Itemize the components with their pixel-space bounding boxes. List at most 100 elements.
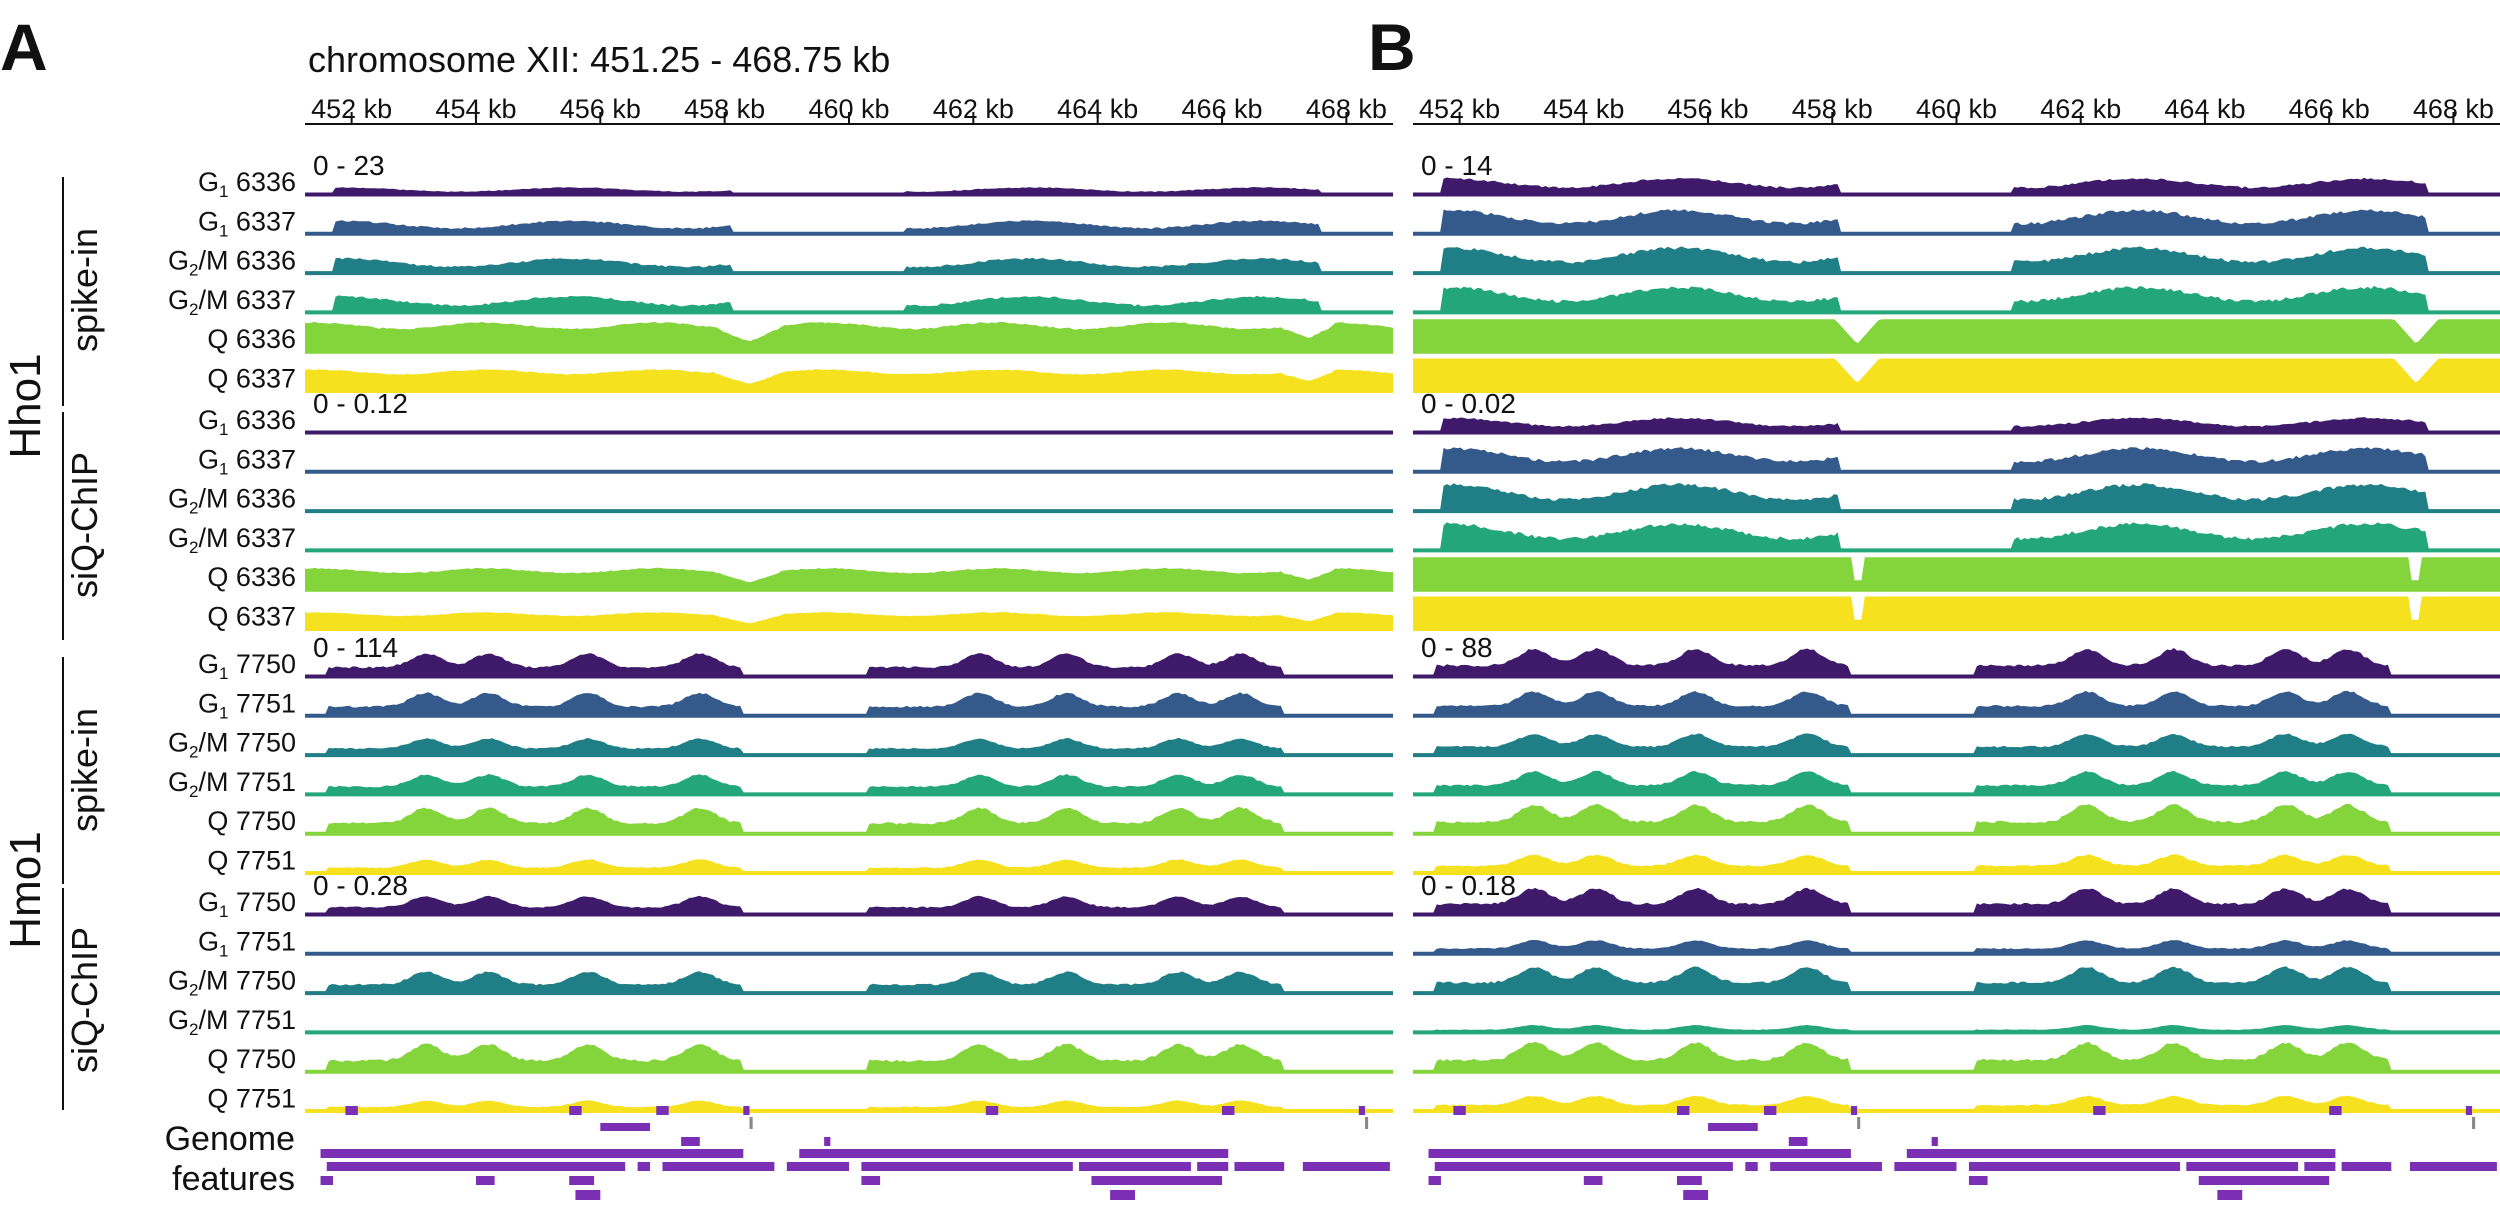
- genome-feature: [1110, 1190, 1135, 1200]
- method-label-spike-in: spike-in: [64, 708, 105, 832]
- track-label: Q 7751: [207, 846, 296, 876]
- genome-feature: [1708, 1123, 1758, 1131]
- genome-feature: [1931, 1137, 1938, 1146]
- genome-feature: [345, 1106, 358, 1115]
- x-tick-label: 458 kb: [684, 94, 765, 124]
- coverage-track-g1-6337: [1413, 209, 2500, 235]
- track-label: G2/M 6336: [168, 246, 296, 280]
- coverage-track-g2-m-7751: [1413, 1024, 2500, 1033]
- track-range-label: 0 - 23: [313, 150, 385, 181]
- genome-feature: [861, 1162, 1073, 1171]
- track-label: G2/M 6336: [168, 484, 296, 518]
- track-label: G1 6337: [198, 206, 296, 240]
- coverage-track-g1-6336: [1413, 177, 2500, 195]
- genome-features-label-line1: Genome: [165, 1120, 295, 1158]
- coverage-track-q-6337: [1413, 596, 2500, 630]
- genome-feature: [1453, 1106, 1466, 1115]
- track-label: G1 6336: [198, 405, 296, 439]
- track-label: Q 7750: [207, 806, 296, 836]
- coverage-track-g2-m-6336: [305, 257, 1393, 274]
- track-range-label: 0 - 0.02: [1421, 388, 1516, 419]
- track-range-label: 0 - 0.28: [313, 870, 408, 901]
- track-label: Q 6337: [207, 364, 296, 394]
- x-tick-label: 466 kb: [1181, 94, 1262, 124]
- x-tick-label: 458 kb: [1792, 94, 1873, 124]
- coverage-track-q-7750: [305, 1043, 1393, 1073]
- x-tick-label: 456 kb: [1668, 94, 1749, 124]
- genome-feature: [2409, 1162, 2497, 1171]
- genome-feature: [1968, 1176, 1988, 1185]
- genome-feature: [1857, 1117, 1861, 1129]
- track-label: Q 6337: [207, 602, 296, 632]
- genome-feature: [1079, 1162, 1191, 1171]
- coverage-track-g1-7750: [1413, 887, 2500, 915]
- genome-feature: [326, 1162, 626, 1171]
- track-range-label: 0 - 0.18: [1421, 870, 1516, 901]
- genome-feature: [1968, 1162, 2181, 1171]
- region-title: chromosome XII: 451.25 - 468.75 kb: [308, 39, 890, 80]
- genome-feature: [1745, 1162, 1758, 1171]
- x-tick-label: 454 kb: [1543, 94, 1624, 124]
- track-range-label: 0 - 14: [1421, 150, 1493, 181]
- track-label: G1 7750: [198, 887, 296, 921]
- genome-feature: [656, 1106, 669, 1115]
- genome-feature: [2341, 1162, 2392, 1171]
- protein-label-hho1: Hho1: [1, 353, 50, 458]
- coverage-track-q-7750: [305, 807, 1393, 835]
- coverage-track-q-6336: [305, 321, 1393, 353]
- genome-feature: [1091, 1176, 1223, 1185]
- genome-feature: [743, 1106, 750, 1115]
- coverage-track-q-7751: [305, 859, 1393, 874]
- coverage-track-q-6336: [1413, 319, 2500, 353]
- track-label: G2/M 7750: [168, 728, 296, 762]
- protein-label-hmo1: Hmo1: [1, 831, 50, 948]
- genome-feature: [1434, 1162, 1733, 1171]
- coverage-track-g2-m-7750: [1413, 966, 2500, 994]
- genome-feature: [2217, 1190, 2243, 1200]
- genome-feature: [1234, 1162, 1285, 1171]
- genome-feature: [824, 1137, 831, 1146]
- genome-feature: [1894, 1162, 1957, 1171]
- genome-feature: [1788, 1137, 1808, 1146]
- genome-feature: [1428, 1149, 1851, 1158]
- track-label: G2/M 7750: [168, 966, 296, 1000]
- genome-feature: [600, 1123, 651, 1131]
- coverage-track-g1-7750: [305, 653, 1393, 677]
- coverage-track-g1-6336: [1413, 417, 2500, 433]
- genome-feature: [1365, 1117, 1369, 1129]
- track-label: G1 7751: [198, 926, 296, 960]
- genome-feature: [1770, 1162, 1882, 1171]
- coverage-track-g1-6337: [1413, 447, 2500, 473]
- genome-feature: [1763, 1106, 1777, 1115]
- coverage-track-g2-m-6337: [1413, 285, 2500, 313]
- track-label: G2/M 7751: [168, 1005, 296, 1039]
- genome-feature: [985, 1106, 999, 1115]
- x-tick-label: 468 kb: [1306, 94, 1387, 124]
- track-label: G2/M 6337: [168, 523, 296, 557]
- track-label: G2/M 7751: [168, 767, 296, 801]
- x-tick-label: 462 kb: [2040, 94, 2121, 124]
- track-range-label: 0 - 0.12: [313, 388, 408, 419]
- genome-feature: [2465, 1106, 2473, 1115]
- genome-feature: [799, 1149, 1229, 1158]
- coverage-track-q-6337: [305, 611, 1393, 630]
- genome-feature: [1583, 1176, 1603, 1185]
- genome-feature: [861, 1176, 881, 1185]
- side-labels: G1 6336 G1 6337 G2/M 6336 G2/M 6337 Q 6336 Q …: [1, 167, 296, 1114]
- track-label: G2/M 6337: [168, 285, 296, 319]
- genome-feature: [320, 1149, 744, 1158]
- panel-a-letter: A: [0, 10, 48, 84]
- x-tick-label: 460 kb: [1916, 94, 1997, 124]
- genome-feature: [786, 1162, 849, 1171]
- coverage-track-g2-m-6337: [1413, 522, 2500, 551]
- coverage-track-g2-m-6336: [1413, 246, 2500, 274]
- genome-feature: [1302, 1162, 1390, 1171]
- coverage-track-q-6337: [305, 369, 1393, 392]
- track-label: G1 7750: [198, 649, 296, 683]
- genome-feature: [1683, 1190, 1709, 1200]
- genome-feature: [662, 1162, 775, 1171]
- coverage-track-q-6336: [305, 567, 1393, 591]
- coverage-track-g1-6337: [305, 220, 1393, 235]
- genome-feature: [569, 1106, 582, 1115]
